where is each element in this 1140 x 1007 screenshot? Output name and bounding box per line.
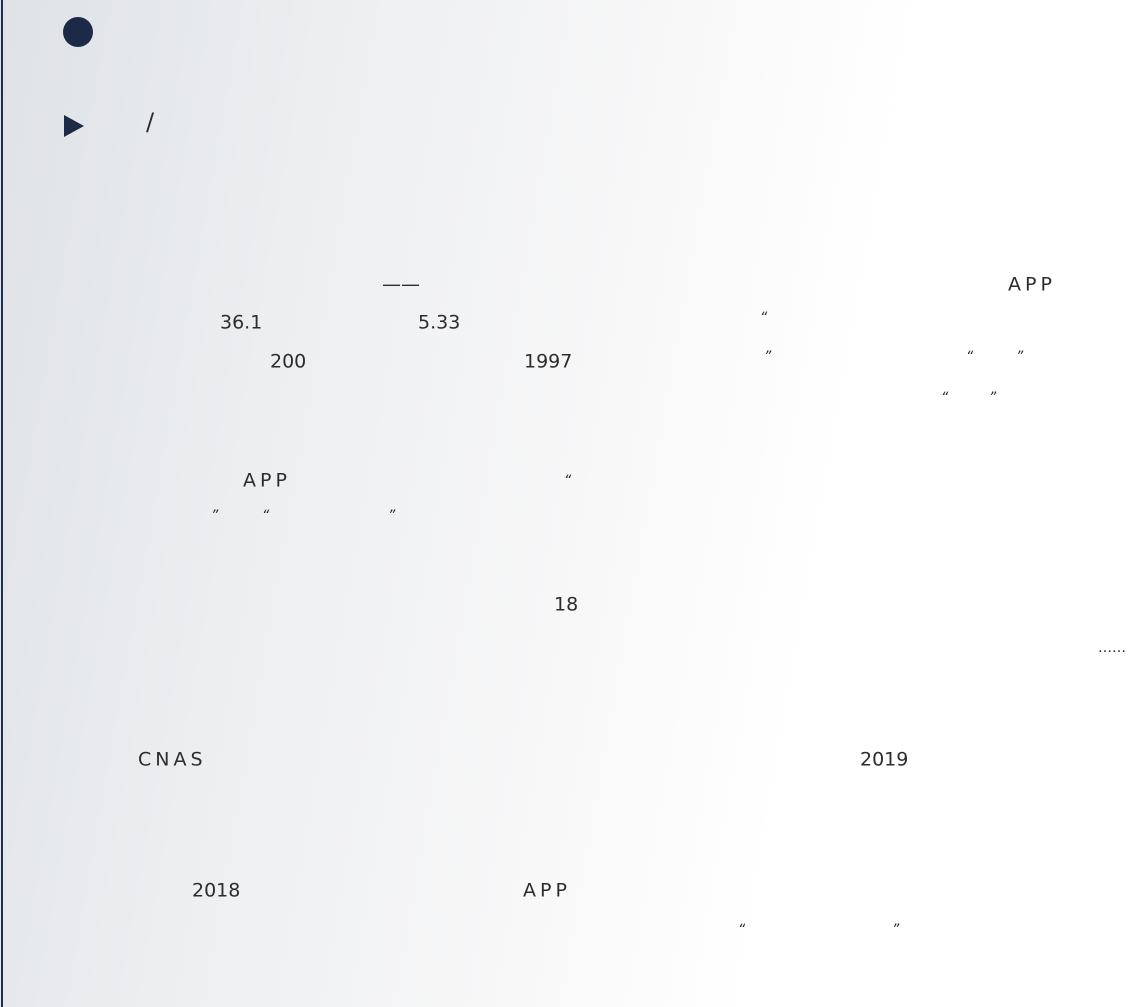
text-fragment: “: [941, 391, 948, 405]
heading-bullet: [63, 17, 93, 47]
text-fragment: ”: [1016, 350, 1023, 364]
text-fragment: ”: [764, 350, 771, 364]
separator: /: [146, 110, 154, 134]
text-fragment: ——: [382, 276, 420, 295]
text-fragment: ……: [1098, 641, 1126, 655]
text-fragment: APP: [243, 472, 291, 491]
text-fragment: 200: [270, 353, 306, 372]
text-fragment: ”: [388, 509, 395, 523]
text-fragment: 2019: [860, 751, 908, 770]
text-fragment: APP: [1008, 276, 1056, 295]
text-fragment: 5.33: [418, 314, 460, 333]
text-fragment: 18: [554, 596, 578, 615]
text-fragment: “: [262, 509, 269, 523]
text-fragment: ”: [989, 391, 996, 405]
text-fragment: 1997: [524, 353, 572, 372]
subheading-triangle: [64, 115, 84, 137]
heading-icons: [0, 0, 200, 160]
text-fragment: “: [564, 474, 571, 488]
text-fragment: 2018: [192, 882, 240, 901]
document-page: / —— APP 36.1 5.33 “ 200 1997 ” “ ” “ ” …: [0, 0, 1140, 1007]
text-fragment: CNAS: [138, 751, 207, 770]
text-fragment: 36.1: [220, 314, 262, 333]
text-fragment: “: [738, 923, 745, 937]
text-fragment: “: [760, 311, 767, 325]
text-fragment: “: [966, 350, 973, 364]
text-fragment: APP: [523, 882, 571, 901]
text-fragment: ”: [892, 923, 899, 937]
text-fragment: ”: [211, 509, 218, 523]
